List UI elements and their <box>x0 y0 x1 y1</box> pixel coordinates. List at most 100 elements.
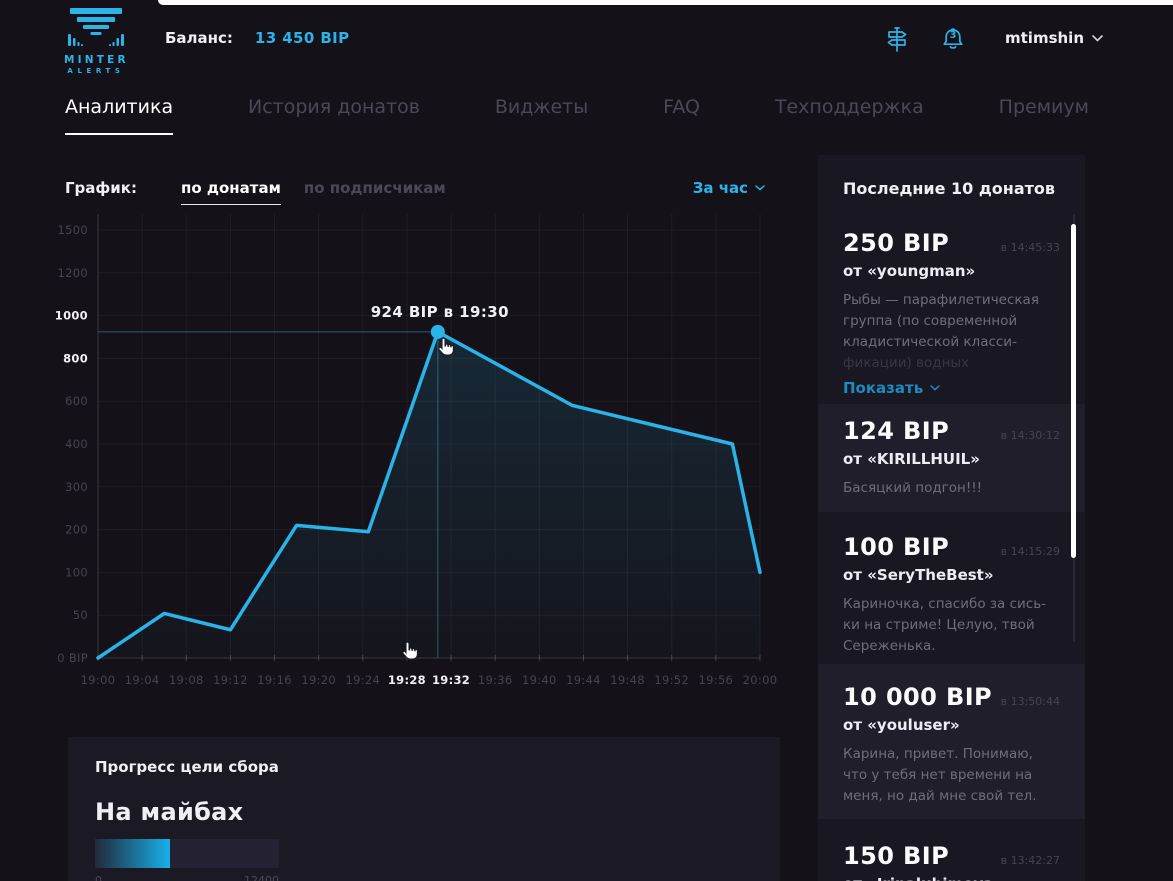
x-axis-label: 19:12 <box>213 673 248 687</box>
donation-message-line: Карина, привет. Понимаю, <box>843 746 1033 762</box>
chevron-down-icon <box>1092 34 1103 42</box>
nav-tabs: Аналитика История донатов Виджеты FAQ Техпод… <box>65 96 1089 135</box>
x-axis-label: 20:00 <box>743 673 778 687</box>
x-axis-label: 19:44 <box>566 673 601 687</box>
x-axis-label: 19:20 <box>301 673 336 687</box>
y-axis-label: 100 <box>65 565 88 579</box>
x-axis-label: 19:32 <box>432 673 470 687</box>
y-axis-label: 1000 <box>55 309 88 323</box>
signpost-icon[interactable] <box>882 24 912 54</box>
donation-amount: 100 BIP <box>843 533 950 561</box>
cursor-pointer-icon <box>402 641 419 660</box>
tab-donation-history[interactable]: История донатов <box>248 96 420 118</box>
y-axis-label: 50 <box>73 608 88 622</box>
chart-controls: График: по донатам по подписчикам За час <box>65 179 765 205</box>
donation-item: 124 BIP в 14:30:12 от «KIRILLHUIL» Басяцкий… <box>818 404 1085 512</box>
x-axis-label: 19:08 <box>169 673 204 687</box>
period-value: За час <box>692 179 748 197</box>
mode-by-donations[interactable]: по донатам <box>181 179 281 205</box>
donation-amount: 150 BIP <box>843 842 950 870</box>
recent-donations-panel: Последние 10 донатов 250 BIP в 14:45:33 от… <box>818 155 1085 881</box>
goal-progress-labels: 0 12400 <box>95 874 279 881</box>
donation-message: Кариночка, спасибо за сись-ки на стриме!… <box>843 594 1060 657</box>
mode-by-subscribers[interactable]: по подписчикам <box>303 179 446 197</box>
donation-message-line: что у тебя нет времени на <box>843 767 1033 783</box>
donation-time: в 14:30:12 <box>1000 429 1060 442</box>
donation-message-line: группа (по современной <box>843 313 1018 329</box>
donation-message-line: ки на стриме! Целую, твой <box>843 617 1035 633</box>
logo-text-minter: MINTER <box>64 54 129 66</box>
donation-from: от «Irinalubimova» <box>843 875 1060 881</box>
donation-time: в 13:42:27 <box>1000 854 1060 867</box>
donation-message-line: кладистической класси- <box>843 334 1017 350</box>
tab-support[interactable]: Техподдержка <box>774 96 924 118</box>
goal-max-label: 12400 <box>244 874 279 881</box>
x-axis-label: 19:36 <box>478 673 513 687</box>
cursor-pointer-icon <box>438 337 455 356</box>
chart-label: График: <box>65 179 137 197</box>
x-axis-label: 19:40 <box>522 673 557 687</box>
x-axis-label: 19:56 <box>699 673 734 687</box>
donation-message: Карина, привет. Понимаю, что у тебя нет в… <box>843 744 1060 807</box>
donation-message-line: фикации) водных <box>843 355 970 371</box>
donation-item: 250 BIP в 14:45:33 от «youngman» Рыбы — пар… <box>818 214 1085 404</box>
browser-omnibox-edge <box>158 0 1173 5</box>
x-axis-label: 19:16 <box>257 673 292 687</box>
donation-time: в 14:15:29 <box>1000 545 1060 558</box>
goal-progress-bar <box>95 839 279 868</box>
goal-progress-panel: Прогресс цели сбора На майбах 0 12400 <box>68 737 780 881</box>
goal-min-label: 0 <box>95 874 102 881</box>
notifications-count: 3 <box>949 30 957 41</box>
donation-message-line: Басяцкий подгон!!! <box>843 480 983 496</box>
chart-tooltip: 924 BIP в 19:30 <box>371 303 509 321</box>
donation-time: в 14:45:33 <box>1000 241 1060 254</box>
logo-text-alerts: ALERTS <box>67 67 125 75</box>
x-axis-label: 19:28 <box>388 673 426 687</box>
notifications-bell-icon[interactable]: 3 <box>938 24 968 54</box>
chevron-down-icon <box>755 185 765 191</box>
balance-value: 13 450 BIP <box>254 29 350 47</box>
logo-funnel-icon <box>68 8 124 46</box>
tab-analytics[interactable]: Аналитика <box>65 96 174 135</box>
user-menu[interactable]: mtimshin <box>1005 29 1103 47</box>
y-axis-label: 300 <box>65 480 88 494</box>
y-axis-label: 600 <box>65 394 88 408</box>
x-axis-label: 19:52 <box>654 673 689 687</box>
chevron-down-icon <box>930 385 940 391</box>
donation-message: Рыбы — парафилетическая группа (по соврем… <box>843 290 1060 374</box>
username: mtimshin <box>1005 29 1084 47</box>
x-axis-label: 19:00 <box>81 673 116 687</box>
donation-from: от «youluser» <box>843 716 960 734</box>
tab-widgets[interactable]: Виджеты <box>494 96 589 118</box>
y-axis-label: 1200 <box>58 266 88 280</box>
recent-donations-title: Последние 10 донатов <box>843 179 1056 198</box>
sidebar-scrollbar-thumb[interactable] <box>1071 224 1076 558</box>
donation-from: от «KIRILLHUIL» <box>843 450 980 468</box>
tab-faq[interactable]: FAQ <box>663 96 700 118</box>
donation-item: 100 BIP в 14:15:29 от «SeryTheBest» Кариноч… <box>818 512 1085 664</box>
tab-premium[interactable]: Премиум <box>998 96 1089 118</box>
y-axis-label: 0 BIP <box>57 651 88 665</box>
donation-from: от «youngman» <box>843 262 976 280</box>
donation-amount: 250 BIP <box>843 229 950 257</box>
y-axis-label: 800 <box>63 351 88 365</box>
goal-progress-fill <box>95 839 171 868</box>
goal-panel-title: Прогресс цели сбора <box>95 758 279 776</box>
donation-message: Басяцкий подгон!!! <box>843 478 1060 499</box>
donation-item: 150 BIP в 13:42:27 от «Irinalubimova» <box>818 819 1085 881</box>
donation-message-line: Кариночка, спасибо за сись- <box>843 596 1047 612</box>
donation-message-line: меня, но дай мне свой тел. <box>843 788 1037 804</box>
donation-amount: 10 000 BIP <box>843 683 993 711</box>
y-axis-label: 400 <box>65 437 88 451</box>
show-more-link[interactable]: Показать <box>843 379 1060 397</box>
x-axis-label: 19:24 <box>345 673 380 687</box>
donation-amount: 124 BIP <box>843 417 950 445</box>
donation-message-line: Рыбы — парафилетическая <box>843 292 1039 308</box>
y-axis-label: 1500 <box>58 223 88 237</box>
y-axis-label: 200 <box>65 523 88 537</box>
period-dropdown[interactable]: За час <box>693 179 765 197</box>
balance-label: Баланс: <box>165 29 233 47</box>
donation-from: от «SeryTheBest» <box>843 566 994 584</box>
donation-time: в 13:50:44 <box>1000 695 1060 708</box>
donation-item: 10 000 BIP в 13:50:44 от «youluser» Карина,… <box>818 664 1085 819</box>
